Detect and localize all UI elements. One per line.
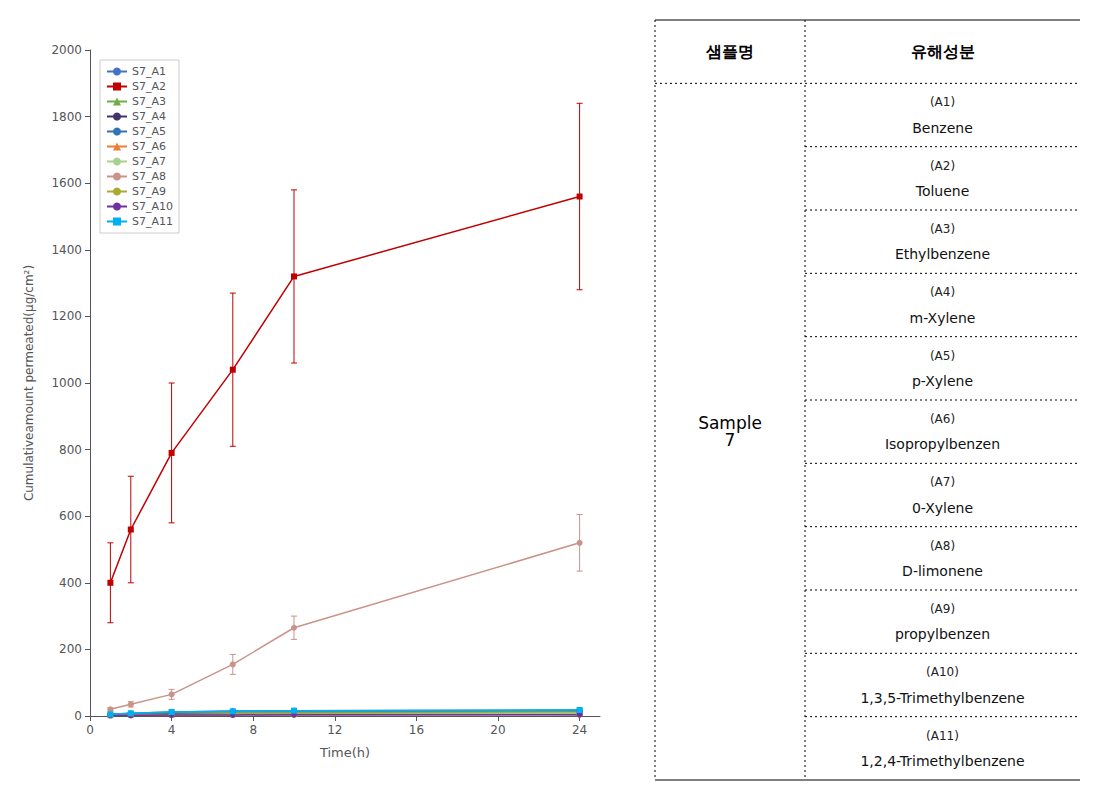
svg-text:S7_A4: S7_A4 bbox=[132, 110, 166, 123]
svg-text:Sample: Sample bbox=[698, 413, 762, 434]
svg-text:m-Xylene: m-Xylene bbox=[910, 310, 976, 326]
svg-text:600: 600 bbox=[59, 509, 82, 523]
svg-text:Benzene: Benzene bbox=[912, 120, 973, 136]
svg-text:8: 8 bbox=[249, 723, 257, 737]
svg-text:7: 7 bbox=[725, 430, 736, 450]
svg-text:Cumulativeamount permeated(μg/: Cumulativeamount permeated(μg/cm²) bbox=[22, 265, 36, 501]
svg-text:800: 800 bbox=[59, 443, 82, 457]
svg-text:propylbenzen: propylbenzen bbox=[895, 626, 990, 642]
svg-text:1800: 1800 bbox=[51, 110, 82, 124]
svg-text:S7_A6: S7_A6 bbox=[132, 140, 166, 153]
svg-text:2000: 2000 bbox=[51, 43, 82, 57]
svg-text:(A2): (A2) bbox=[930, 159, 955, 173]
svg-text:Toluene: Toluene bbox=[915, 183, 970, 199]
svg-text:16: 16 bbox=[409, 723, 424, 737]
svg-text:(A3): (A3) bbox=[930, 222, 955, 236]
svg-text:1000: 1000 bbox=[51, 376, 82, 390]
svg-text:0: 0 bbox=[74, 709, 82, 723]
svg-text:(A6): (A6) bbox=[930, 412, 955, 426]
svg-text:24: 24 bbox=[572, 723, 587, 737]
svg-text:S7_A3: S7_A3 bbox=[132, 95, 166, 108]
svg-text:200: 200 bbox=[59, 642, 82, 656]
svg-text:(A4): (A4) bbox=[930, 285, 955, 299]
svg-text:Time(h): Time(h) bbox=[319, 745, 370, 760]
svg-text:(A1): (A1) bbox=[930, 95, 955, 109]
svg-text:샘플명: 샘플명 bbox=[705, 42, 754, 61]
svg-text:Isopropylbenzen: Isopropylbenzen bbox=[885, 436, 1000, 452]
svg-text:S7_A1: S7_A1 bbox=[132, 65, 166, 78]
svg-text:S7_A10: S7_A10 bbox=[132, 200, 173, 213]
svg-text:0: 0 bbox=[86, 723, 94, 737]
svg-text:S7_A9: S7_A9 bbox=[132, 185, 166, 198]
svg-text:유해성분: 유해성분 bbox=[911, 42, 975, 61]
svg-text:12: 12 bbox=[327, 723, 342, 737]
svg-text:1400: 1400 bbox=[51, 243, 82, 257]
svg-text:S7_A7: S7_A7 bbox=[132, 155, 166, 168]
svg-text:S7_A5: S7_A5 bbox=[132, 125, 166, 138]
svg-text:p-Xylene: p-Xylene bbox=[912, 373, 973, 389]
svg-text:1,2,4-Trimethylbenzene: 1,2,4-Trimethylbenzene bbox=[860, 753, 1024, 769]
svg-text:D-limonene: D-limonene bbox=[902, 563, 983, 579]
svg-text:S7_A8: S7_A8 bbox=[132, 170, 166, 183]
svg-text:S7_A2: S7_A2 bbox=[132, 80, 166, 93]
svg-text:(A9): (A9) bbox=[930, 602, 955, 616]
svg-text:S7_A11: S7_A11 bbox=[132, 215, 173, 228]
svg-text:0-Xylene: 0-Xylene bbox=[912, 500, 973, 516]
svg-text:1600: 1600 bbox=[51, 176, 82, 190]
svg-text:20: 20 bbox=[490, 723, 505, 737]
svg-text:(A5): (A5) bbox=[930, 349, 955, 363]
svg-text:(A11): (A11) bbox=[926, 729, 959, 743]
svg-text:4: 4 bbox=[168, 723, 176, 737]
svg-text:(A10): (A10) bbox=[926, 665, 959, 679]
svg-text:1,3,5-Trimethylbenzene: 1,3,5-Trimethylbenzene bbox=[860, 690, 1024, 706]
svg-text:Ethylbenzene: Ethylbenzene bbox=[895, 246, 990, 262]
svg-text:400: 400 bbox=[59, 576, 82, 590]
svg-text:1200: 1200 bbox=[51, 309, 82, 323]
svg-text:(A8): (A8) bbox=[930, 539, 955, 553]
svg-text:(A7): (A7) bbox=[930, 475, 955, 489]
